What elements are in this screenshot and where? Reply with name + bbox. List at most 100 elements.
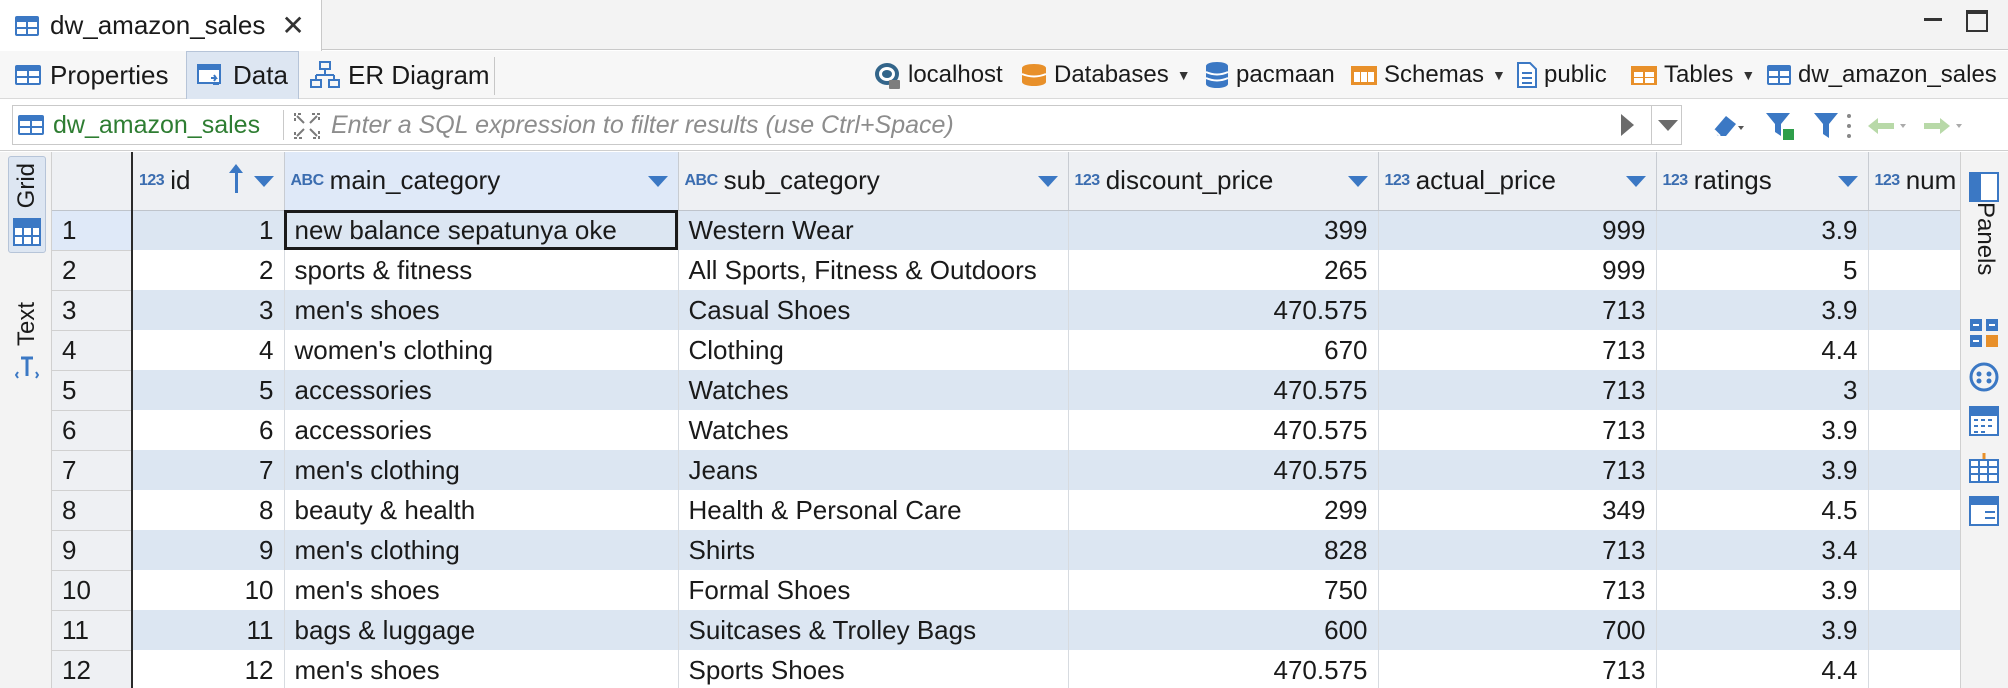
cell-sub-category[interactable]: Watches	[678, 370, 1069, 410]
cell-ratings[interactable]: 3	[1656, 370, 1869, 410]
text-view-tab[interactable]: Text	[8, 302, 46, 382]
table-row[interactable]: 9 9 men's clothing Shirts 828 713 3.4	[52, 530, 1960, 571]
cell-id[interactable]: 8	[132, 490, 285, 530]
metadata-icon[interactable]	[1969, 452, 1999, 484]
cell-num[interactable]	[1868, 250, 1960, 290]
table-row[interactable]: 5 5 accessories Watches 470.575 713 3	[52, 370, 1960, 411]
cell-id[interactable]: 1	[132, 210, 285, 250]
row-number[interactable]: 12	[52, 650, 133, 688]
cell-main-category[interactable]: men's clothing	[284, 450, 679, 490]
cell-sub-category[interactable]: Jeans	[678, 450, 1069, 490]
cell-actual-price[interactable]: 999	[1378, 210, 1657, 250]
cell-actual-price[interactable]: 713	[1378, 330, 1657, 370]
breadcrumb-schemas[interactable]: Schemas ▼	[1350, 51, 1506, 99]
run-filter-icon[interactable]	[1621, 114, 1634, 136]
row-number[interactable]: 3	[52, 290, 133, 331]
row-number[interactable]: 4	[52, 330, 133, 371]
column-header-num[interactable]: 123 num	[1868, 152, 1960, 211]
column-header-discount-price[interactable]: 123 discount_price	[1068, 152, 1379, 211]
row-number[interactable]: 7	[52, 450, 133, 491]
cell-actual-price[interactable]: 713	[1378, 290, 1657, 330]
chevron-down-icon[interactable]: ▼	[1176, 67, 1191, 83]
table-row[interactable]: 4 4 women's clothing Clothing 670 713 4.4	[52, 330, 1960, 371]
cell-id[interactable]: 7	[132, 450, 285, 490]
grouping-icon[interactable]	[1969, 406, 1999, 436]
back-button[interactable]	[1864, 110, 1912, 142]
cell-actual-price[interactable]: 349	[1378, 490, 1657, 530]
row-number[interactable]: 10	[52, 570, 133, 611]
table-row[interactable]: 12 12 men's shoes Sports Shoes 470.575 713 4.4	[52, 650, 1960, 688]
cell-id[interactable]: 2	[132, 250, 285, 290]
column-filter-icon[interactable]	[1837, 175, 1858, 187]
cell-discount-price[interactable]: 399	[1068, 210, 1379, 250]
cell-num[interactable]	[1868, 570, 1960, 610]
cell-num[interactable]	[1868, 290, 1960, 330]
cell-id[interactable]: 6	[132, 410, 285, 450]
cell-discount-price[interactable]: 265	[1068, 250, 1379, 290]
panels-label[interactable]: Panels	[1972, 202, 1999, 276]
table-row[interactable]: 2 2 sports & fitness All Sports, Fitness & …	[52, 250, 1960, 291]
cell-discount-price[interactable]: 670	[1068, 330, 1379, 370]
cell-main-category[interactable]: men's shoes	[284, 290, 679, 330]
column-filter-icon[interactable]	[1037, 175, 1058, 187]
tab-er-diagram[interactable]: ER Diagram	[300, 51, 500, 99]
row-number[interactable]: 8	[52, 490, 133, 531]
table-row[interactable]: 8 8 beauty & health Health & Personal Care 2…	[52, 490, 1960, 531]
cell-main-category[interactable]: sports & fitness	[284, 250, 679, 290]
cell-sub-category[interactable]: Suitcases & Trolley Bags	[678, 610, 1069, 650]
cell-sub-category[interactable]: Clothing	[678, 330, 1069, 370]
tab-data[interactable]: Data	[186, 51, 299, 99]
cell-num[interactable]	[1868, 530, 1960, 570]
minimize-button[interactable]	[1922, 10, 1944, 32]
cell-ratings[interactable]: 3.9	[1656, 610, 1869, 650]
breadcrumb-table[interactable]: dw_amazon_sales	[1766, 51, 1997, 99]
column-header-ratings[interactable]: 123 ratings	[1656, 152, 1869, 211]
cell-actual-price[interactable]: 713	[1378, 530, 1657, 570]
cell-num[interactable]	[1868, 490, 1960, 530]
cell-actual-price[interactable]: 713	[1378, 650, 1657, 688]
cell-ratings[interactable]: 4.4	[1656, 650, 1869, 688]
breadcrumb-schema[interactable]: public	[1516, 51, 1607, 99]
cell-ratings[interactable]: 3.9	[1656, 290, 1869, 330]
row-number[interactable]: 2	[52, 250, 133, 291]
cell-id[interactable]: 5	[132, 370, 285, 410]
cell-actual-price[interactable]: 713	[1378, 410, 1657, 450]
cell-num[interactable]	[1868, 410, 1960, 450]
cell-discount-price[interactable]: 470.575	[1068, 410, 1379, 450]
cell-num[interactable]	[1868, 330, 1960, 370]
cell-actual-price[interactable]: 713	[1378, 450, 1657, 490]
chevron-down-icon[interactable]: ▼	[1492, 67, 1506, 83]
sort-ascending-icon[interactable]	[228, 163, 243, 193]
cell-num[interactable]	[1868, 370, 1960, 410]
cell-main-category[interactable]: beauty & health	[284, 490, 679, 530]
filter-settings-button[interactable]	[1812, 110, 1840, 142]
table-row[interactable]: 1 1 new balance sepatunya oke Western Wear 3…	[52, 210, 1960, 251]
save-filter-button[interactable]	[1764, 110, 1796, 142]
row-number[interactable]: 11	[52, 610, 133, 651]
cell-discount-price[interactable]: 470.575	[1068, 370, 1379, 410]
cell-id[interactable]: 10	[132, 570, 285, 610]
breadcrumb-tables[interactable]: Tables ▼	[1630, 51, 1755, 99]
column-header-id[interactable]: 123 id	[132, 152, 285, 211]
column-header-sub-category[interactable]: ABC sub_category	[678, 152, 1069, 211]
cell-ratings[interactable]: 4.4	[1656, 330, 1869, 370]
cell-main-category[interactable]: women's clothing	[284, 330, 679, 370]
cell-main-category[interactable]: accessories	[284, 370, 679, 410]
cell-actual-price[interactable]: 713	[1378, 370, 1657, 410]
cell-id[interactable]: 11	[132, 610, 285, 650]
cell-ratings[interactable]: 3.9	[1656, 570, 1869, 610]
column-filter-icon[interactable]	[253, 175, 274, 187]
cell-id[interactable]: 4	[132, 330, 285, 370]
filter-history-button[interactable]	[1651, 106, 1683, 144]
breadcrumb-database[interactable]: pacmaan	[1204, 51, 1335, 99]
cell-main-category[interactable]: men's shoes	[284, 570, 679, 610]
breadcrumb-connection[interactable]: localhost	[872, 51, 1003, 99]
cell-id[interactable]: 12	[132, 650, 285, 688]
cell-actual-price[interactable]: 999	[1378, 250, 1657, 290]
cell-sub-category[interactable]: Watches	[678, 410, 1069, 450]
column-filter-icon[interactable]	[1625, 175, 1646, 187]
row-number[interactable]: 6	[52, 410, 133, 451]
table-row[interactable]: 7 7 men's clothing Jeans 470.575 713 3.9	[52, 450, 1960, 491]
cell-main-category[interactable]: new balance sepatunya oke	[284, 210, 679, 250]
panels-icon[interactable]	[1969, 172, 1999, 202]
